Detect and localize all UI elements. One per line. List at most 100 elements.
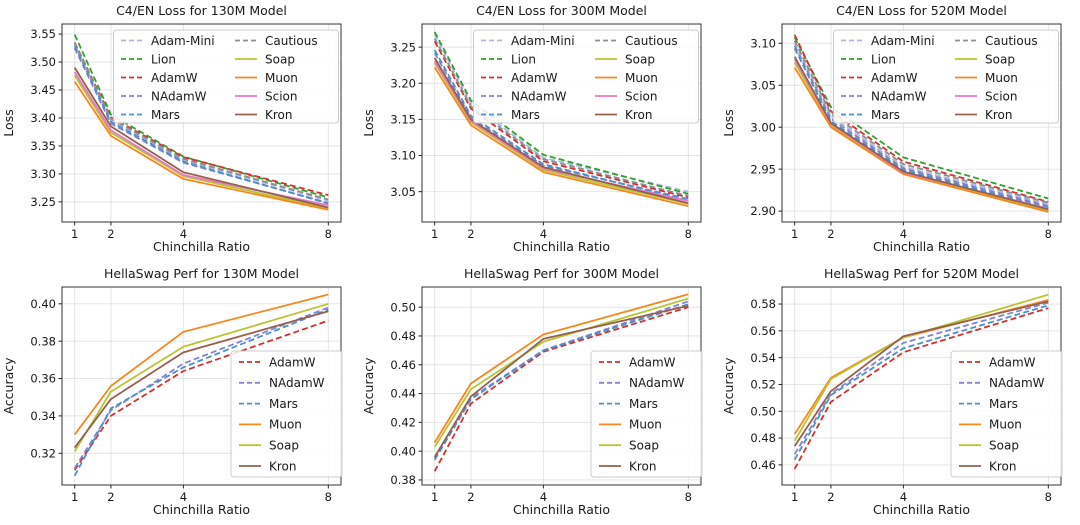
y-axis-label: Accuracy — [721, 356, 736, 414]
x-axis-label: Chinchilla Ratio — [873, 502, 970, 517]
legend-label-scion: Scion — [625, 89, 658, 103]
x-tick-label: 2 — [467, 227, 474, 241]
series-line-adamw — [793, 306, 1049, 469]
x-axis-label: Chinchilla Ratio — [153, 239, 250, 254]
x-tick-label: 1 — [71, 490, 78, 504]
series-line-muon — [73, 293, 329, 435]
axis-spines — [61, 23, 342, 223]
axis-spines — [421, 23, 702, 223]
series-line-mars — [73, 308, 329, 476]
y-tick-label: 3.25 — [30, 195, 56, 209]
chart-c4-loss-520m: 1 2 4 8 2.90 2.95 3.00 3.05 3.10 C4/EN Loss for 5… — [720, 0, 1080, 263]
y-tick-label: 0.40 — [390, 444, 416, 458]
chart-title: HellaSwag Perf for 520M Model — [824, 266, 1019, 281]
legend-label-adamw: AdamW — [511, 71, 558, 85]
series-line-muon — [793, 67, 1049, 213]
legend-label-mars: Mars — [871, 108, 900, 122]
series-line-kron — [793, 56, 1049, 211]
legend-label-mars: Mars — [989, 396, 1018, 410]
legend: Adam-Mini Lion AdamW NAdamW Mars Cautious Soap… — [113, 29, 339, 124]
y-tick-label: 3.00 — [750, 120, 776, 134]
legend-label-muon: Muon — [269, 417, 302, 431]
y-tick-label: 3.10 — [390, 149, 416, 163]
legend: AdamW NAdamW Mars Muon Soap Kron — [230, 350, 343, 477]
y-tick-label: 0.40 — [30, 296, 56, 310]
legend-label-lion: Lion — [871, 52, 896, 66]
x-tick-label: 8 — [685, 227, 692, 241]
legend-label-kron: Kron — [989, 459, 1017, 473]
series-line-soap — [433, 62, 689, 205]
y-tick-label: 0.52 — [750, 377, 776, 391]
x-tick-label: 4 — [540, 227, 547, 241]
series-line-kron — [793, 299, 1049, 447]
y-tick-label: 3.05 — [750, 78, 776, 92]
chart-c4-loss-130m: 1 2 4 8 3.25 3.30 3.35 3.40 3.45 3.50 3.55 C4/EN Lo… — [0, 0, 360, 263]
series-line-adam-mini — [793, 42, 1049, 206]
x-tick-label: 1 — [791, 490, 798, 504]
legend-label-soap: Soap — [265, 52, 295, 66]
legend-label-muon: Muon — [985, 71, 1018, 85]
series-line-nadamw — [793, 301, 1049, 455]
y-tick-label: 0.48 — [390, 329, 416, 343]
series-line-muon — [433, 66, 689, 207]
legend-label-soap: Soap — [989, 438, 1019, 452]
legend-label-soap: Soap — [985, 52, 1015, 66]
legend-label-kron: Kron — [265, 108, 293, 122]
series-line-mars — [793, 47, 1049, 209]
series-line-soap — [793, 293, 1049, 441]
legend-label-nadamw: NAdamW — [989, 376, 1045, 390]
legend-label-muon: Muon — [989, 417, 1022, 431]
x-tick-label: 2 — [107, 227, 114, 241]
legend-label-mars: Mars — [269, 396, 298, 410]
legend-label-adam-mini: Adam-Mini — [151, 34, 215, 48]
legend-label-lion: Lion — [511, 52, 536, 66]
y-tick-label: 3.05 — [390, 185, 416, 199]
legend-label-cautious: Cautious — [265, 34, 318, 48]
legend-label-soap: Soap — [625, 52, 655, 66]
legend: Adam-Mini Lion AdamW NAdamW Mars Cautious Soap… — [473, 29, 699, 124]
legend-box — [590, 350, 703, 477]
chart-svg-hellaswag-300m: 1 2 4 8 0.38 0.40 0.42 0.44 0.46 0.48 0.50 HellaSwa… — [361, 266, 703, 517]
x-tick-label: 4 — [180, 490, 187, 504]
legend-label-mars: Mars — [629, 396, 658, 410]
series-line-cautious — [73, 42, 329, 201]
legend-label-soap: Soap — [629, 438, 659, 452]
legend-label-muon: Muon — [625, 71, 658, 85]
y-tick-label: 3.10 — [750, 36, 776, 50]
y-tick-label: 0.38 — [30, 334, 56, 348]
series-line-kron — [433, 304, 689, 457]
legend-label-kron: Kron — [985, 108, 1013, 122]
x-axis-label: Chinchilla Ratio — [873, 239, 970, 254]
y-tick-label: 3.50 — [30, 55, 56, 69]
chart-hellaswag-300m: 1 2 4 8 0.38 0.40 0.42 0.44 0.46 0.48 0.50 HellaSwa… — [360, 263, 720, 525]
series-line-kron — [73, 67, 329, 209]
series-line-soap — [433, 297, 689, 447]
x-tick-label: 1 — [431, 227, 438, 241]
legend-label-muon: Muon — [265, 71, 298, 85]
x-tick-label: 4 — [180, 227, 187, 241]
y-tick-label: 0.44 — [390, 386, 416, 400]
series-line-mars — [793, 304, 1049, 460]
legend-box — [113, 29, 339, 124]
chart-hellaswag-130m: 1 2 4 8 0.32 0.34 0.36 0.38 0.40 HellaSwag Perf f… — [0, 263, 360, 525]
series-line-nadamw — [433, 52, 689, 200]
legend-label-mars: Mars — [511, 108, 540, 122]
y-tick-label: 2.90 — [750, 204, 776, 218]
legend-label-nadamw: NAdamW — [871, 89, 927, 103]
legend-label-adamw: AdamW — [151, 71, 198, 85]
x-tick-label: 2 — [467, 490, 474, 504]
chart-svg-c4-loss-130m: 1 2 4 8 3.25 3.30 3.35 3.40 3.45 3.50 3.55 C4/EN Lo… — [1, 3, 342, 254]
series-line-soap — [73, 302, 329, 452]
y-tick-label: 3.30 — [30, 167, 56, 181]
y-tick-label: 3.20 — [390, 76, 416, 90]
legend: AdamW NAdamW Mars Muon Soap Kron — [590, 350, 703, 477]
y-tick-label: 3.35 — [30, 139, 56, 153]
legend-label-nadamw: NAdamW — [511, 89, 567, 103]
x-tick-label: 4 — [900, 227, 907, 241]
x-tick-label: 1 — [791, 227, 798, 241]
series-line-adamw — [433, 40, 689, 199]
chart-svg-hellaswag-520m: 1 2 4 8 0.46 0.48 0.50 0.52 0.54 0.56 0.58 HellaSwa… — [721, 266, 1063, 517]
legend-box — [473, 29, 699, 124]
chart-svg-c4-loss-300m: 1 2 4 8 3.05 3.10 3.15 3.20 3.25 C4/EN Loss for 3… — [361, 3, 702, 254]
